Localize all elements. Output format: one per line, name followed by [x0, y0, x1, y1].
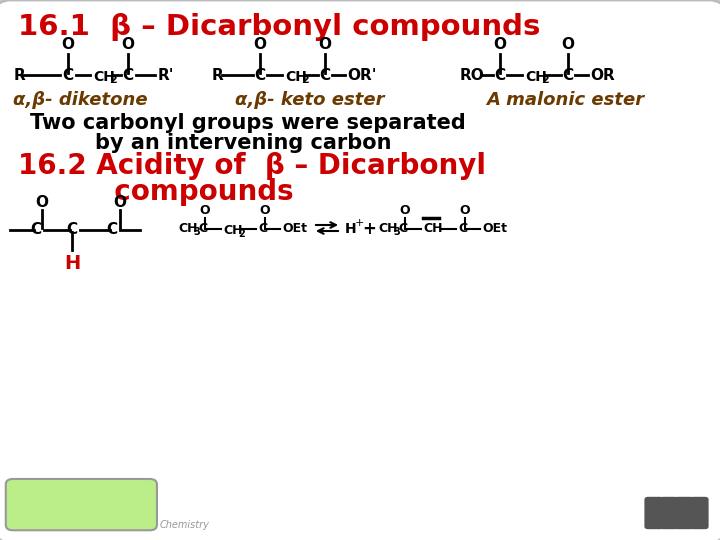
- Text: α,β- keto ester: α,β- keto ester: [235, 91, 384, 109]
- Text: C: C: [30, 222, 42, 238]
- Text: H: H: [345, 222, 356, 236]
- Text: OEt: OEt: [282, 222, 307, 235]
- Text: O: O: [400, 204, 410, 217]
- Text: C: C: [258, 222, 267, 235]
- Text: O: O: [260, 204, 270, 217]
- Text: R: R: [212, 68, 224, 83]
- Text: H: H: [64, 254, 80, 273]
- Text: 16.1  β – Dicarbonyl compounds: 16.1 β – Dicarbonyl compounds: [18, 13, 541, 41]
- Text: C: C: [122, 68, 134, 83]
- Text: O: O: [122, 37, 135, 52]
- Text: C: C: [398, 222, 407, 235]
- Text: +: +: [355, 218, 364, 228]
- Text: C: C: [562, 68, 574, 83]
- Text: O: O: [114, 195, 127, 210]
- Text: 2: 2: [238, 229, 245, 239]
- Text: compounds: compounds: [18, 178, 294, 206]
- Text: R: R: [14, 68, 26, 83]
- Text: OR: OR: [590, 68, 615, 83]
- Text: C: C: [254, 68, 266, 83]
- Text: α,β- diketone: α,β- diketone: [13, 91, 148, 109]
- Text: OEt: OEt: [482, 222, 507, 235]
- Text: C: C: [66, 222, 78, 238]
- Text: O: O: [199, 204, 210, 217]
- Text: C: C: [198, 222, 207, 235]
- Text: 3: 3: [393, 227, 400, 237]
- Text: RO: RO: [460, 68, 485, 83]
- Text: by an intervening carbon: by an intervening carbon: [95, 133, 392, 153]
- Text: C: C: [320, 68, 330, 83]
- Text: CH: CH: [178, 222, 197, 235]
- Text: C: C: [458, 222, 467, 235]
- Text: CH: CH: [378, 222, 397, 235]
- Text: CH: CH: [285, 70, 307, 84]
- Text: O: O: [562, 37, 575, 52]
- Text: O: O: [318, 37, 331, 52]
- Text: O: O: [253, 37, 266, 52]
- Text: OR': OR': [347, 68, 377, 83]
- Text: A malonic ester: A malonic ester: [486, 91, 644, 109]
- Text: C: C: [63, 68, 73, 83]
- Text: 2: 2: [301, 75, 309, 85]
- Text: +: +: [362, 220, 376, 238]
- Text: 2: 2: [541, 75, 549, 85]
- Text: O: O: [61, 37, 74, 52]
- Text: 3: 3: [193, 227, 199, 237]
- Text: R': R': [158, 68, 174, 83]
- Text: O: O: [35, 195, 48, 210]
- Text: Two carbonyl groups were separated: Two carbonyl groups were separated: [30, 113, 466, 133]
- Text: CH: CH: [93, 70, 115, 84]
- Text: O: O: [459, 204, 470, 217]
- Text: CH: CH: [525, 70, 547, 84]
- Text: CH: CH: [423, 222, 443, 235]
- Text: 2: 2: [109, 75, 117, 85]
- Text: C: C: [495, 68, 505, 83]
- Text: O: O: [493, 37, 506, 52]
- Text: 16.2 Acidity of  β – Dicarbonyl: 16.2 Acidity of β – Dicarbonyl: [18, 152, 486, 180]
- Text: Chemistry: Chemistry: [160, 520, 210, 530]
- Text: Organic: Organic: [31, 520, 69, 530]
- Text: C: C: [107, 222, 117, 238]
- Text: CH: CH: [223, 225, 243, 238]
- Text: pKa=9~11: pKa=9~11: [22, 503, 138, 522]
